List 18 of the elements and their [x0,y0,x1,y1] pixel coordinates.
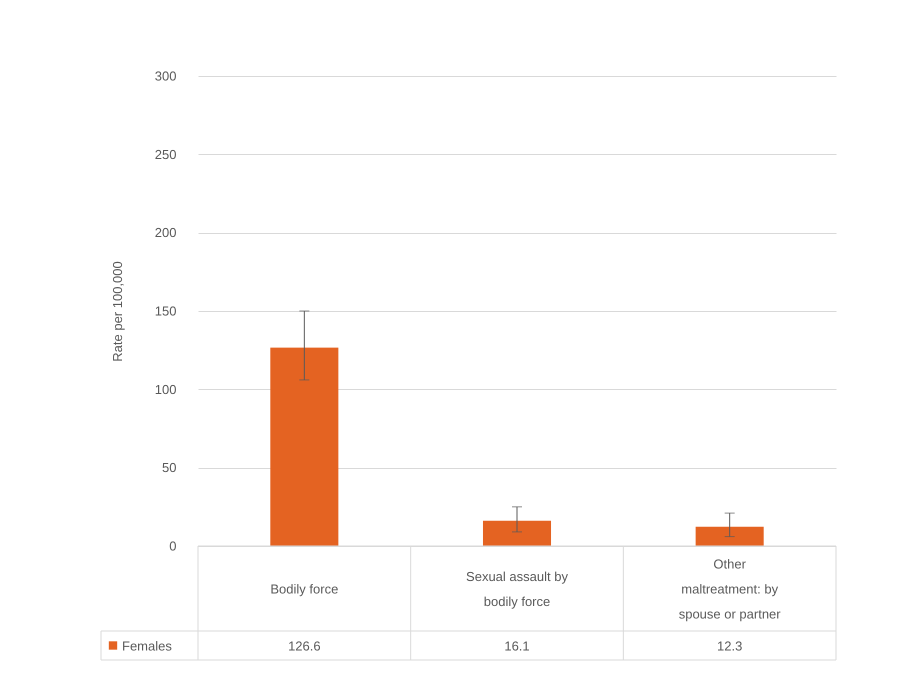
y-tick-label: 150 [154,304,176,318]
y-axis-title: Rate per 100,000 [110,261,125,362]
bar [270,348,338,546]
y-tick-label: 250 [154,146,176,162]
legend-label: Females [122,638,172,654]
data-label: 12.3 [717,638,742,654]
bar [696,526,764,546]
y-tick-label: 100 [154,382,176,397]
y-tick-label: 50 [162,460,176,476]
x-tick-label: Sexual assault by bodily force [466,569,568,609]
data-label: 16.1 [504,638,530,654]
bar [482,520,552,546]
x-tick-label: Bodily force [270,582,338,596]
data-label: 126.6 [288,638,321,654]
y-tick-label: 200 [154,225,176,240]
x-tick-label: Other maltreatment: by spouse or partner [678,556,782,622]
y-tick-label: 0 [169,538,176,554]
y-tick-label: 300 [154,68,176,84]
